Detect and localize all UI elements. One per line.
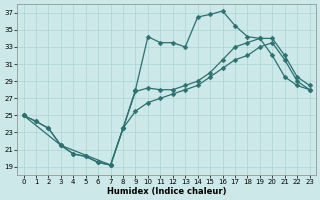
X-axis label: Humidex (Indice chaleur): Humidex (Indice chaleur) [107,187,226,196]
